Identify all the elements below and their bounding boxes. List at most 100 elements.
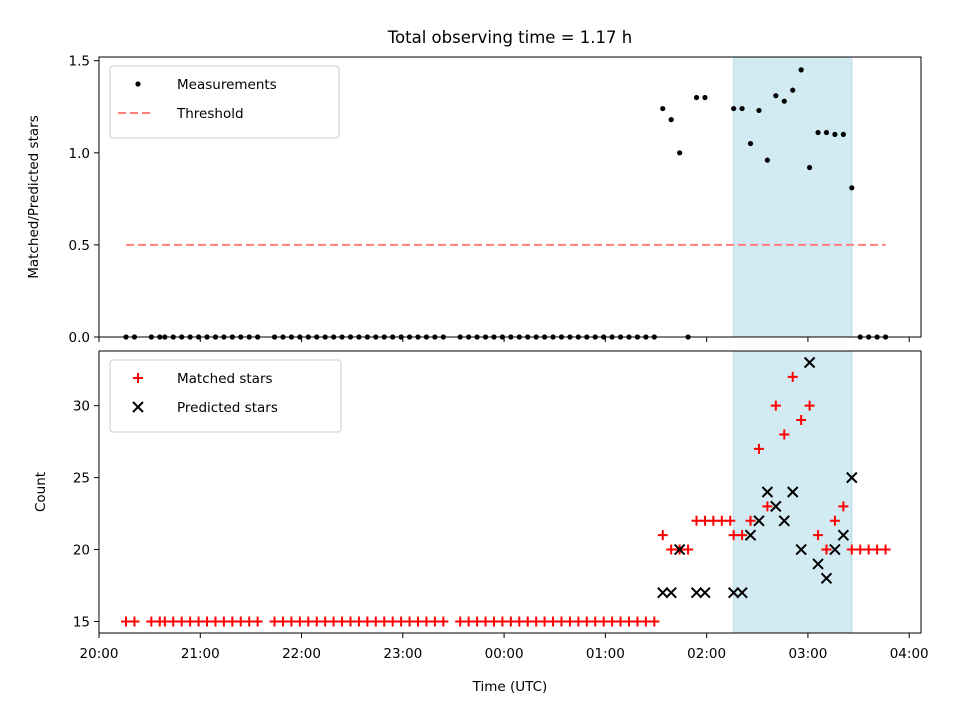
data-point [463,616,474,627]
data-point [855,544,866,555]
data-point [607,616,618,627]
data-point [455,616,466,627]
data-point [770,400,781,411]
y-tick-label: 15 [73,614,90,630]
series-matched-stars [121,371,891,627]
data-point [472,616,483,627]
panel-1: 0.0 0.5 1.0 1.5 Matched/Predicted stars Measu… [26,54,922,346]
legend-box [109,65,340,139]
data-point [269,616,280,627]
y-tick-label: 0.0 [69,330,90,346]
data-point [781,98,787,104]
data-point [787,486,799,498]
data-point [731,105,737,112]
data-point [872,544,883,555]
data-point [218,616,229,627]
data-point [277,616,288,627]
highlight-span [733,56,853,338]
data-point [798,67,804,73]
y-axis-label: Count [33,472,49,512]
data-point [396,616,407,627]
data-point [660,105,666,112]
data-point [488,616,499,627]
data-point [129,616,140,627]
data-point [632,616,643,627]
data-point [761,486,774,498]
data-point [787,371,798,382]
data-point [756,107,762,114]
data-point [294,616,305,627]
data-point [159,616,170,627]
data-point [146,616,157,627]
x-tick-label: 01:00 [586,646,625,662]
data-point [185,616,196,627]
data-point [564,616,575,627]
data-point [328,616,339,627]
data-point [227,616,238,627]
data-point [815,129,821,136]
data-point [320,616,331,627]
data-point [556,616,567,627]
x-tick-label: 21:00 [181,646,220,662]
data-point [623,616,634,627]
data-point [849,185,855,191]
data-point [677,150,683,156]
data-point [581,616,592,627]
data-point [840,131,846,137]
data-point [362,616,373,627]
panel-2: 20:00 21:00 22:00 23:00 00:00 01:00 02:00 03:00… [33,350,929,662]
legend-label: Matched stars [177,371,273,387]
data-point [210,616,221,627]
data-point [665,587,677,599]
data-point [820,572,833,585]
data-point [838,501,849,512]
data-point [708,515,719,526]
data-point [505,616,516,627]
data-point [121,616,132,627]
data-point [744,529,757,541]
data-point [244,616,255,627]
x-tick-label: 02:00 [687,646,726,662]
data-point [813,530,824,541]
data-point [345,616,356,627]
data-point [438,616,449,627]
data-point [615,616,626,627]
y-axis-label: Matched/Predicted stars [26,115,42,278]
data-point [387,616,398,627]
data-point [168,616,179,627]
legend: Matched stars Predicted stars [109,359,342,433]
legend-marker [132,401,144,413]
data-point [413,616,424,627]
x-tick-label: 00:00 [485,646,524,662]
data-point [649,616,660,627]
data-point [773,93,779,99]
data-point [764,157,771,163]
data-point [573,616,584,627]
data-point [795,543,807,556]
data-point [716,515,727,526]
x-tick-label: 20:00 [80,646,119,662]
data-point [480,616,491,627]
data-point [739,105,745,112]
data-point [699,587,711,599]
legend: Measurements Threshold [109,65,340,139]
data-point [796,415,807,426]
data-point [762,501,773,512]
data-point [303,616,314,627]
data-point [379,616,390,627]
data-point [806,164,813,171]
data-point [286,616,297,627]
data-point [176,616,187,627]
data-point [657,530,668,541]
data-point [235,616,246,627]
legend-label: Threshold [176,106,244,122]
data-point [548,616,559,627]
data-point [846,471,858,484]
data-point [693,94,700,101]
y-tick-label: 30 [73,399,90,415]
legend-marker [133,373,143,383]
data-point [829,543,841,556]
axes-frame [98,350,922,634]
axes-frame [98,56,922,338]
data-point [736,587,748,599]
